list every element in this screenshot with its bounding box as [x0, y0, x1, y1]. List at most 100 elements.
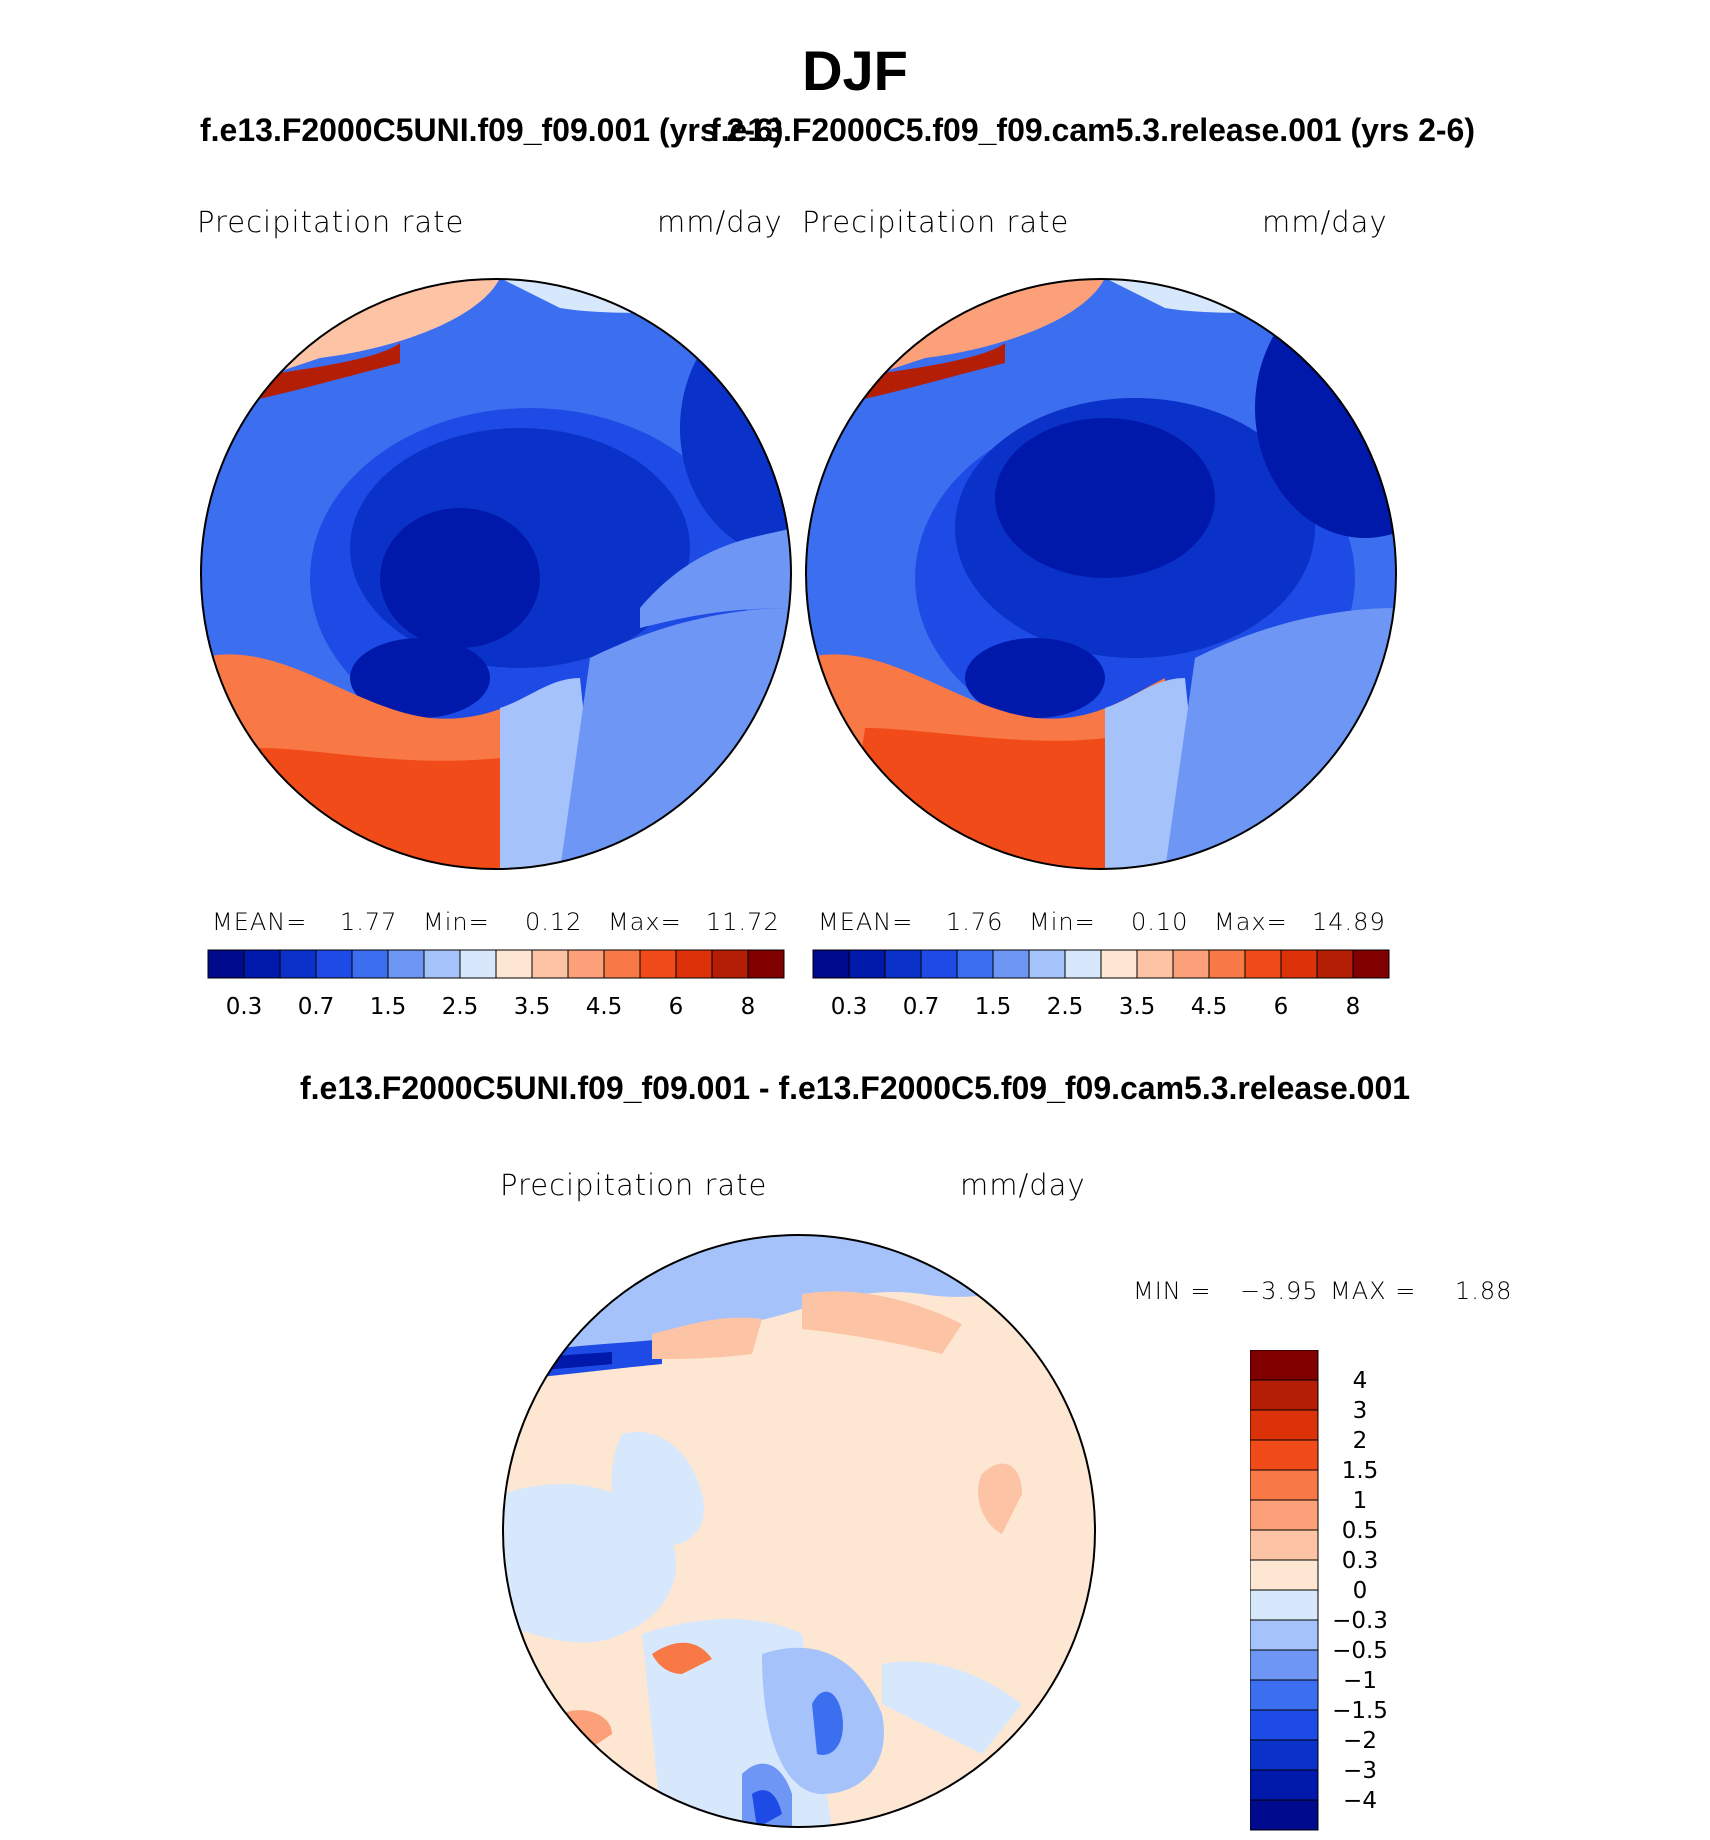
left-colorbar-bin — [567, 949, 605, 979]
diff-colorbar-tick-label: −4 — [1343, 1788, 1377, 1814]
left-colorbar: 0.3 0.7 1.5 2.5 3.5 4.5 6 8 — [207, 949, 785, 1020]
left-colorbar-bin — [675, 949, 713, 979]
diff-variable-label: Precipitation rate — [500, 1168, 768, 1202]
diff-colorbar-bin — [1250, 1409, 1319, 1441]
left-colorbar-bin — [747, 949, 785, 979]
right-mean-value: 1.76 — [946, 908, 1004, 936]
right-colorbar-tick-label: 4.5 — [1191, 994, 1228, 1020]
right-units-label: mm/day — [1262, 205, 1388, 239]
diff-colorbar: 4 3 2 1.5 1 0.5 0.3 0 −0.3 −0.5 −1 −1.5 −2 −3 −4 — [1250, 1350, 1388, 1831]
case1-title: f.e13.F2000C5UNI.f09_f09.001 (yrs 2-6) — [200, 112, 784, 148]
right-colorbar-bin — [1316, 949, 1354, 979]
left-colorbar-tick-label: 0.3 — [226, 994, 263, 1020]
diff-colorbar-tick-label: 1 — [1353, 1488, 1368, 1514]
diff-colorbar-bin — [1250, 1469, 1319, 1501]
left-colorbar-bin — [315, 949, 353, 979]
right-colorbar-bin — [1136, 949, 1174, 979]
left-colorbar-bin — [459, 949, 497, 979]
diff-colorbar-tick-label: −0.3 — [1332, 1608, 1388, 1634]
right-map-fill — [806, 279, 1396, 869]
right-colorbar-bin — [956, 949, 994, 979]
left-colorbar-tick-label: 3.5 — [514, 994, 551, 1020]
right-colorbar-bin — [1064, 949, 1102, 979]
right-colorbar-bin — [1244, 949, 1282, 979]
left-colorbar-bin — [495, 949, 533, 979]
left-variable-label: Precipitation rate — [197, 205, 465, 239]
right-colorbar: 0.3 0.7 1.5 2.5 3.5 4.5 6 8 — [812, 949, 1390, 1020]
left-min-value: 0.12 — [525, 908, 583, 936]
left-units-label: mm/day — [657, 205, 783, 239]
diff-colorbar-bin — [1250, 1589, 1319, 1621]
right-colorbar-bin — [1028, 949, 1066, 979]
right-colorbar-bin — [920, 949, 958, 979]
left-colorbar-bin — [279, 949, 317, 979]
left-precip-map — [200, 278, 792, 870]
left-colorbar-bin — [639, 949, 677, 979]
right-max-value: 14.89 — [1312, 908, 1386, 936]
left-colorbar-tick-label: 2.5 — [442, 994, 479, 1020]
diff-colorbar-bin — [1250, 1709, 1319, 1741]
diff-colorbar-tick-label: −3 — [1343, 1758, 1377, 1784]
right-colorbar-bin — [1100, 949, 1138, 979]
right-colorbar-tick-label: 2.5 — [1047, 994, 1084, 1020]
diff-max-label: MAX = — [1330, 1277, 1417, 1305]
diff-colorbar-tick-label: 0.5 — [1342, 1518, 1379, 1544]
diff-colorbar-bin — [1250, 1739, 1319, 1771]
diff-map-boundary — [502, 1234, 1096, 1828]
left-colorbar-bin — [423, 949, 461, 979]
left-max-value: 11.72 — [706, 908, 780, 936]
right-colorbar-bin — [812, 949, 850, 979]
right-colorbar-tick-label: 1.5 — [975, 994, 1012, 1020]
left-colorbar-bin — [603, 949, 641, 979]
diff-colorbar-bin — [1250, 1679, 1319, 1711]
right-colorbar-bin — [1208, 949, 1246, 979]
diff-colorbar-bin — [1250, 1769, 1319, 1801]
diff-map-fill — [503, 1235, 1095, 1827]
right-colorbar-bin — [884, 949, 922, 979]
right-colorbar-bin — [992, 949, 1030, 979]
figure-title: DJF — [802, 39, 908, 102]
diff-colorbar-tick-label: 2 — [1353, 1428, 1368, 1454]
right-colorbar-bin — [848, 949, 886, 979]
left-colorbar-tick-label: 1.5 — [370, 994, 407, 1020]
right-max-label: Max= — [1214, 908, 1288, 936]
case2-title: f.e13.F2000C5.f09_f09.cam5.3.release.001… — [710, 112, 1475, 148]
diff-colorbar-bin — [1250, 1619, 1319, 1651]
diff-colorbar-tick-label: 0.3 — [1342, 1548, 1379, 1574]
left-min-label: Min= — [423, 908, 490, 936]
left-colorbar-tick-label: 0.7 — [298, 994, 335, 1020]
right-colorbar-tick-label: 8 — [1346, 994, 1361, 1020]
right-colorbar-tick-label: 0.7 — [903, 994, 940, 1020]
right-colorbar-tick-label: 0.3 — [831, 994, 868, 1020]
diff-colorbar-bin — [1250, 1649, 1319, 1681]
left-colorbar-tick-label: 6 — [669, 994, 684, 1020]
diff-colorbar-bin — [1250, 1379, 1319, 1411]
diff-colorbar-tick-label: 1.5 — [1342, 1458, 1379, 1484]
left-colorbar-tick-label: 8 — [741, 994, 756, 1020]
diff-colorbar-bin — [1250, 1499, 1319, 1531]
diff-min-label: MIN = — [1133, 1277, 1212, 1305]
diff-colorbar-tick-label: −1 — [1343, 1668, 1377, 1694]
left-colorbar-bin — [531, 949, 569, 979]
right-min-label: Min= — [1029, 908, 1096, 936]
right-colorbar-bin — [1172, 949, 1210, 979]
left-mean-label: MEAN= — [212, 908, 308, 936]
left-colorbar-bin — [207, 949, 245, 979]
left-map-boundary — [200, 278, 792, 870]
diff-units-label: mm/day — [960, 1168, 1086, 1202]
right-variable-label: Precipitation rate — [802, 205, 1070, 239]
diff-colorbar-bin — [1250, 1529, 1319, 1561]
left-colorbar-bin — [243, 949, 281, 979]
left-max-label: Max= — [608, 908, 682, 936]
diff-colorbar-tick-label: 0 — [1353, 1578, 1368, 1604]
left-map-fill — [201, 279, 791, 869]
right-colorbar-tick-label: 6 — [1274, 994, 1289, 1020]
left-colorbar-bin — [351, 949, 389, 979]
diff-colorbar-tick-label: 4 — [1353, 1368, 1368, 1394]
right-mean-label: MEAN= — [818, 908, 914, 936]
difference-title: f.e13.F2000C5UNI.f09_f09.001 - f.e13.F20… — [299, 1070, 1411, 1106]
left-mean-value: 1.77 — [340, 908, 398, 936]
diff-colorbar-tick-label: −0.5 — [1332, 1638, 1388, 1664]
diff-colorbar-bin — [1250, 1559, 1319, 1591]
right-colorbar-tick-label: 3.5 — [1119, 994, 1156, 1020]
